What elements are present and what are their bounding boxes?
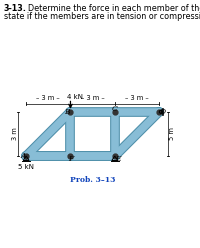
Text: B: B (64, 108, 70, 116)
Text: Prob. 3–13: Prob. 3–13 (70, 176, 115, 184)
Text: 4 kN: 4 kN (67, 94, 83, 100)
Text: Determine the force in each member of the truss and: Determine the force in each member of th… (23, 4, 200, 13)
Text: – 3 m –: – 3 m – (125, 95, 149, 101)
Text: D: D (159, 108, 165, 116)
Text: E: E (115, 155, 120, 163)
Text: 5 kN: 5 kN (18, 164, 34, 170)
Text: state if the members are in tension or compression.: state if the members are in tension or c… (4, 12, 200, 21)
Text: – 3 m –: – 3 m – (81, 95, 104, 101)
Text: – 3 m –: – 3 m – (36, 95, 60, 101)
Text: C: C (112, 105, 118, 113)
Text: A: A (20, 152, 26, 160)
Text: 5 m: 5 m (169, 127, 175, 140)
Text: 3-13.: 3-13. (4, 4, 27, 13)
Text: 3 m: 3 m (12, 127, 18, 140)
Text: F: F (68, 155, 73, 163)
